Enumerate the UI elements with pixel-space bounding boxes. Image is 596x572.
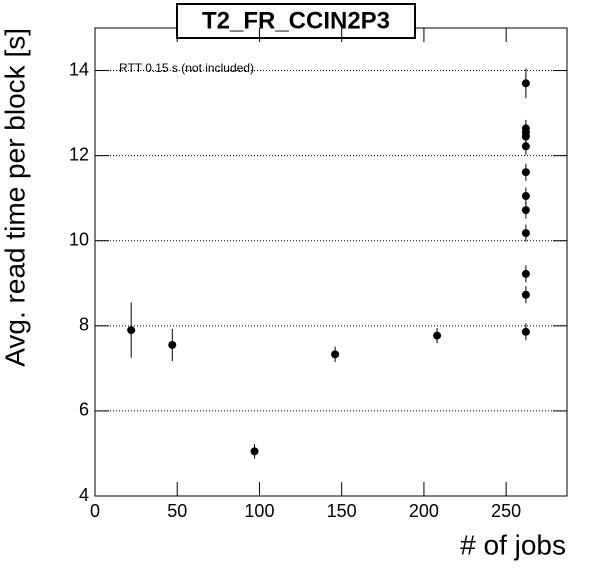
y-axis-label: Avg. read time per block [s] [0,28,30,367]
data-point [521,192,530,201]
data-point [521,290,530,299]
x-tick-label: 200 [409,501,439,521]
y-tick-label: 14 [69,59,89,79]
data-point [521,79,530,88]
y-tick-label: 6 [79,400,89,420]
x-tick-label: 250 [491,501,521,521]
x-tick-label: 100 [244,501,274,521]
title-box [176,3,416,39]
data-point [521,206,530,215]
data-point [168,340,177,349]
plot-frame [94,27,568,497]
data-point [331,350,340,359]
y-tick-label: 4 [79,485,89,505]
data-point [521,327,530,336]
x-axis-label: # of jobs [460,529,566,560]
chart-title: T2_FR_CCIN2P3 [202,7,390,34]
x-tick-label: 150 [327,501,357,521]
y-tick-label: 12 [69,144,89,164]
data-point [433,331,442,340]
y-tick-label: 8 [79,315,89,335]
data-point [521,142,530,151]
data-point [521,168,530,177]
data-point [250,447,259,456]
data-point [521,269,530,278]
data-point [127,326,136,335]
annotation: RTT 0.15 s (not included) [119,61,254,75]
y-tick-label: 10 [69,229,89,249]
data-point [521,132,530,141]
x-tick-label: 50 [167,501,187,521]
x-tick-label: 0 [90,501,100,521]
data-point [521,229,530,238]
